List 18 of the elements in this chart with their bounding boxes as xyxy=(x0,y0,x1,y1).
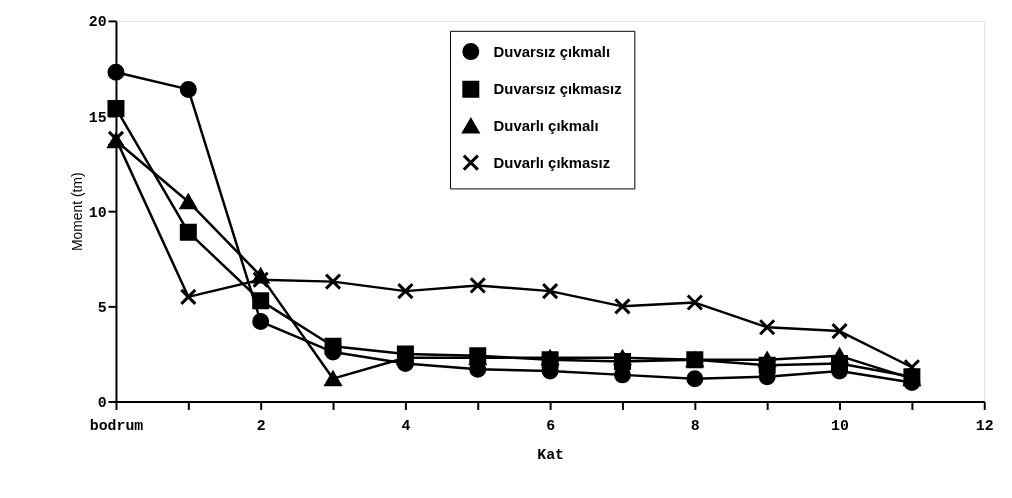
x-tick-label: 12 xyxy=(975,417,994,434)
legend-label: Duvarlı çıkmasız xyxy=(493,154,611,171)
x-tick-label: 8 xyxy=(690,417,700,434)
y-axis-title: Moment (tm) xyxy=(68,172,85,251)
y-tick-label: 0 xyxy=(97,394,107,411)
x-tick-label: 10 xyxy=(831,417,850,434)
y-tick-label: 10 xyxy=(88,204,107,221)
y-tick-label: 20 xyxy=(88,14,107,31)
legend-label: Duvarsız çıkmasız xyxy=(493,81,622,98)
x-tick-label: 2 xyxy=(256,417,266,434)
y-tick-label: 15 xyxy=(88,109,107,126)
x-tick-label: 6 xyxy=(546,417,556,434)
legend-label: Duvarsız çıkmalı xyxy=(493,43,611,60)
y-tick-label: 5 xyxy=(97,299,107,316)
x-tick-label: bodrum xyxy=(89,417,144,434)
x-tick-label: 4 xyxy=(401,417,411,434)
x-axis-title: Kat xyxy=(537,446,564,463)
legend-label: Duvarlı çıkmalı xyxy=(493,117,599,134)
